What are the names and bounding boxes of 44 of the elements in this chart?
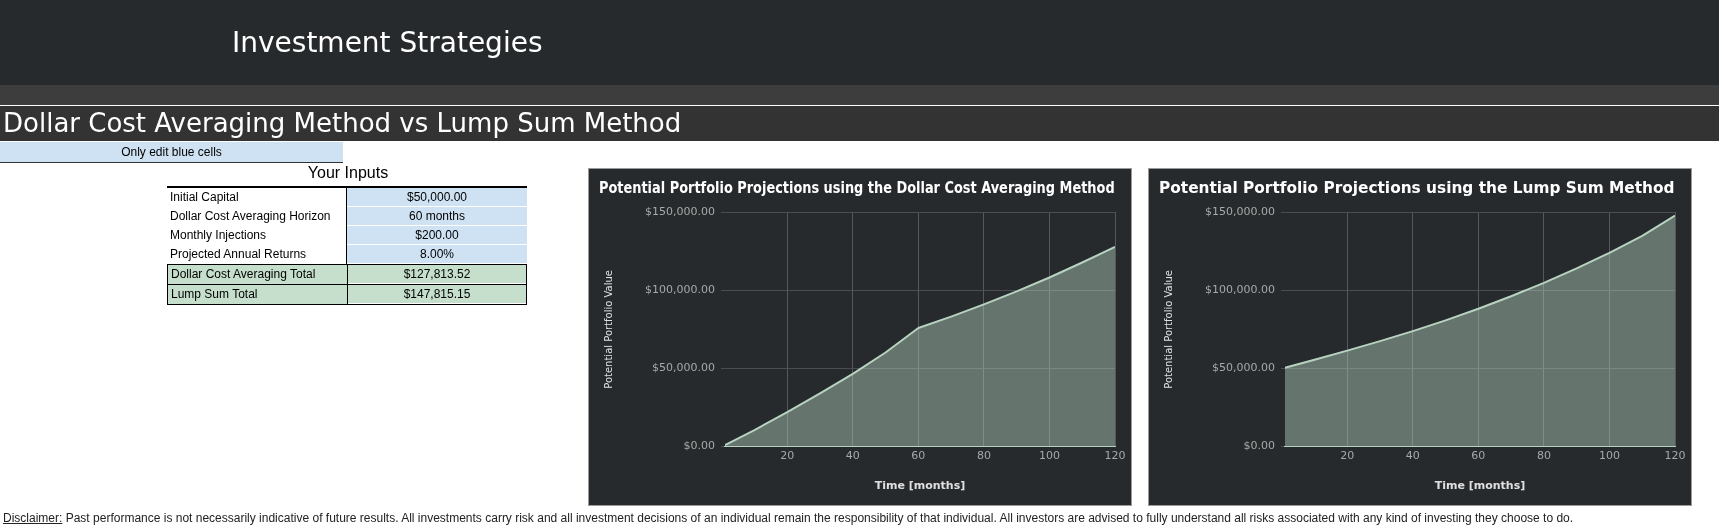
x-axis-title: Time [months]	[1434, 479, 1526, 493]
y-tick-label: $100,000.00	[645, 283, 715, 297]
text: Projected Annual Returns	[167, 245, 347, 264]
x-tick-label: 20	[1340, 449, 1355, 463]
y-tick-label: $100,000.00	[1205, 283, 1275, 297]
text: 60 months	[347, 207, 527, 226]
y-tick-label: $0.00	[683, 439, 715, 453]
y-tick-label: $0.00	[1243, 439, 1275, 453]
chart-title: Potential Portfolio Projections using the Lump Sum Method	[1159, 177, 1675, 197]
text: Your Inputs	[306, 164, 390, 182]
text: Past performance is not necessarily indicative of future results. All investments carry risk and all investment decisions of an individual remain the responsibility of that individual. All investors are advised to fully understand all risks associated with any kind of investing they choose to do.	[65, 511, 1574, 525]
x-tick-label: 60	[1471, 449, 1486, 463]
text: 8.00%	[347, 245, 527, 264]
text: Dollar Cost Averaging Total	[168, 265, 348, 284]
x-axis-title: Time [months]	[874, 479, 966, 493]
text: Disclaimer:	[3, 511, 63, 525]
text: $50,000.00	[347, 188, 527, 207]
x-tick-label: 60	[911, 449, 926, 463]
x-tick-label: 40	[845, 449, 860, 463]
x-tick-label: 120	[1104, 449, 1126, 463]
text: Dollar Cost Averaging Method vs Lump Sum Method	[3, 108, 682, 138]
x-tick-label: 20	[780, 449, 795, 463]
text: $147,815.15	[348, 285, 526, 304]
text: Lump Sum Total	[168, 285, 348, 304]
y-tick-label: $50,000.00	[652, 361, 715, 375]
x-tick-label: 80	[1536, 449, 1551, 463]
y-axis-title: Potential Portfolio Value	[602, 270, 614, 389]
y-tick-label: $50,000.00	[1212, 361, 1275, 375]
x-tick-label: 120	[1664, 449, 1686, 463]
text: Monthly Injections	[167, 226, 347, 245]
text: Dollar Cost Averaging Horizon	[167, 207, 347, 226]
y-tick-label: $150,000.00	[645, 205, 715, 219]
x-tick-label: 80	[976, 449, 991, 463]
x-tick-label: 100	[1598, 449, 1620, 463]
text: $127,813.52	[348, 265, 526, 284]
text: $200.00	[347, 226, 527, 245]
chart-title: Potential Portfolio Projections using the Dollar Cost Averaging Method	[599, 178, 1115, 197]
y-axis-title: Potential Portfolio Value	[1162, 270, 1174, 389]
x-tick-label: 100	[1038, 449, 1060, 463]
text: Only edit blue cells	[0, 142, 343, 163]
text: Initial Capital	[167, 188, 347, 207]
y-tick-label: $150,000.00	[1205, 205, 1275, 219]
x-tick-label: 40	[1405, 449, 1420, 463]
text: Investment Strategies	[232, 26, 543, 59]
